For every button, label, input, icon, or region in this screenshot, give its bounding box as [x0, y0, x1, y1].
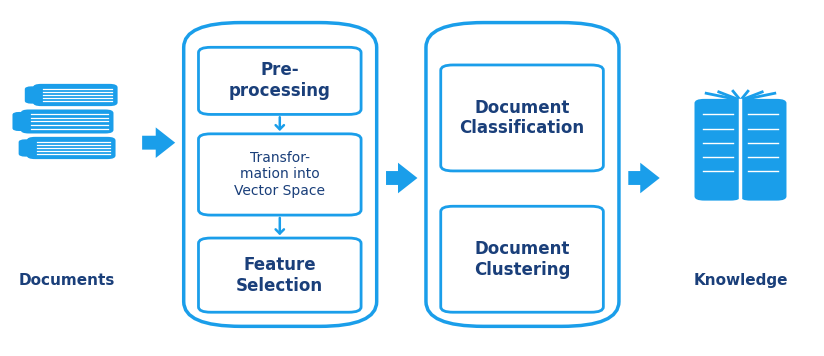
FancyBboxPatch shape: [695, 99, 741, 201]
Text: Feature
Selection: Feature Selection: [236, 256, 323, 294]
Text: Documents: Documents: [19, 273, 115, 288]
Text: Pre-
processing: Pre- processing: [229, 62, 330, 100]
FancyBboxPatch shape: [25, 87, 40, 104]
FancyBboxPatch shape: [199, 134, 361, 215]
FancyBboxPatch shape: [426, 22, 619, 326]
FancyBboxPatch shape: [199, 238, 361, 312]
FancyBboxPatch shape: [199, 47, 361, 114]
FancyBboxPatch shape: [21, 110, 114, 134]
FancyBboxPatch shape: [33, 84, 118, 106]
Text: Transfor-
mation into
Vector Space: Transfor- mation into Vector Space: [234, 151, 325, 198]
FancyBboxPatch shape: [27, 137, 115, 159]
FancyBboxPatch shape: [741, 99, 786, 201]
FancyBboxPatch shape: [19, 139, 34, 157]
FancyBboxPatch shape: [441, 65, 603, 171]
Text: Document
Classification: Document Classification: [460, 99, 584, 137]
FancyBboxPatch shape: [12, 112, 27, 131]
FancyBboxPatch shape: [184, 22, 377, 326]
Text: Knowledge: Knowledge: [693, 273, 788, 288]
Text: Document
Clustering: Document Clustering: [474, 240, 570, 279]
FancyBboxPatch shape: [441, 206, 603, 312]
